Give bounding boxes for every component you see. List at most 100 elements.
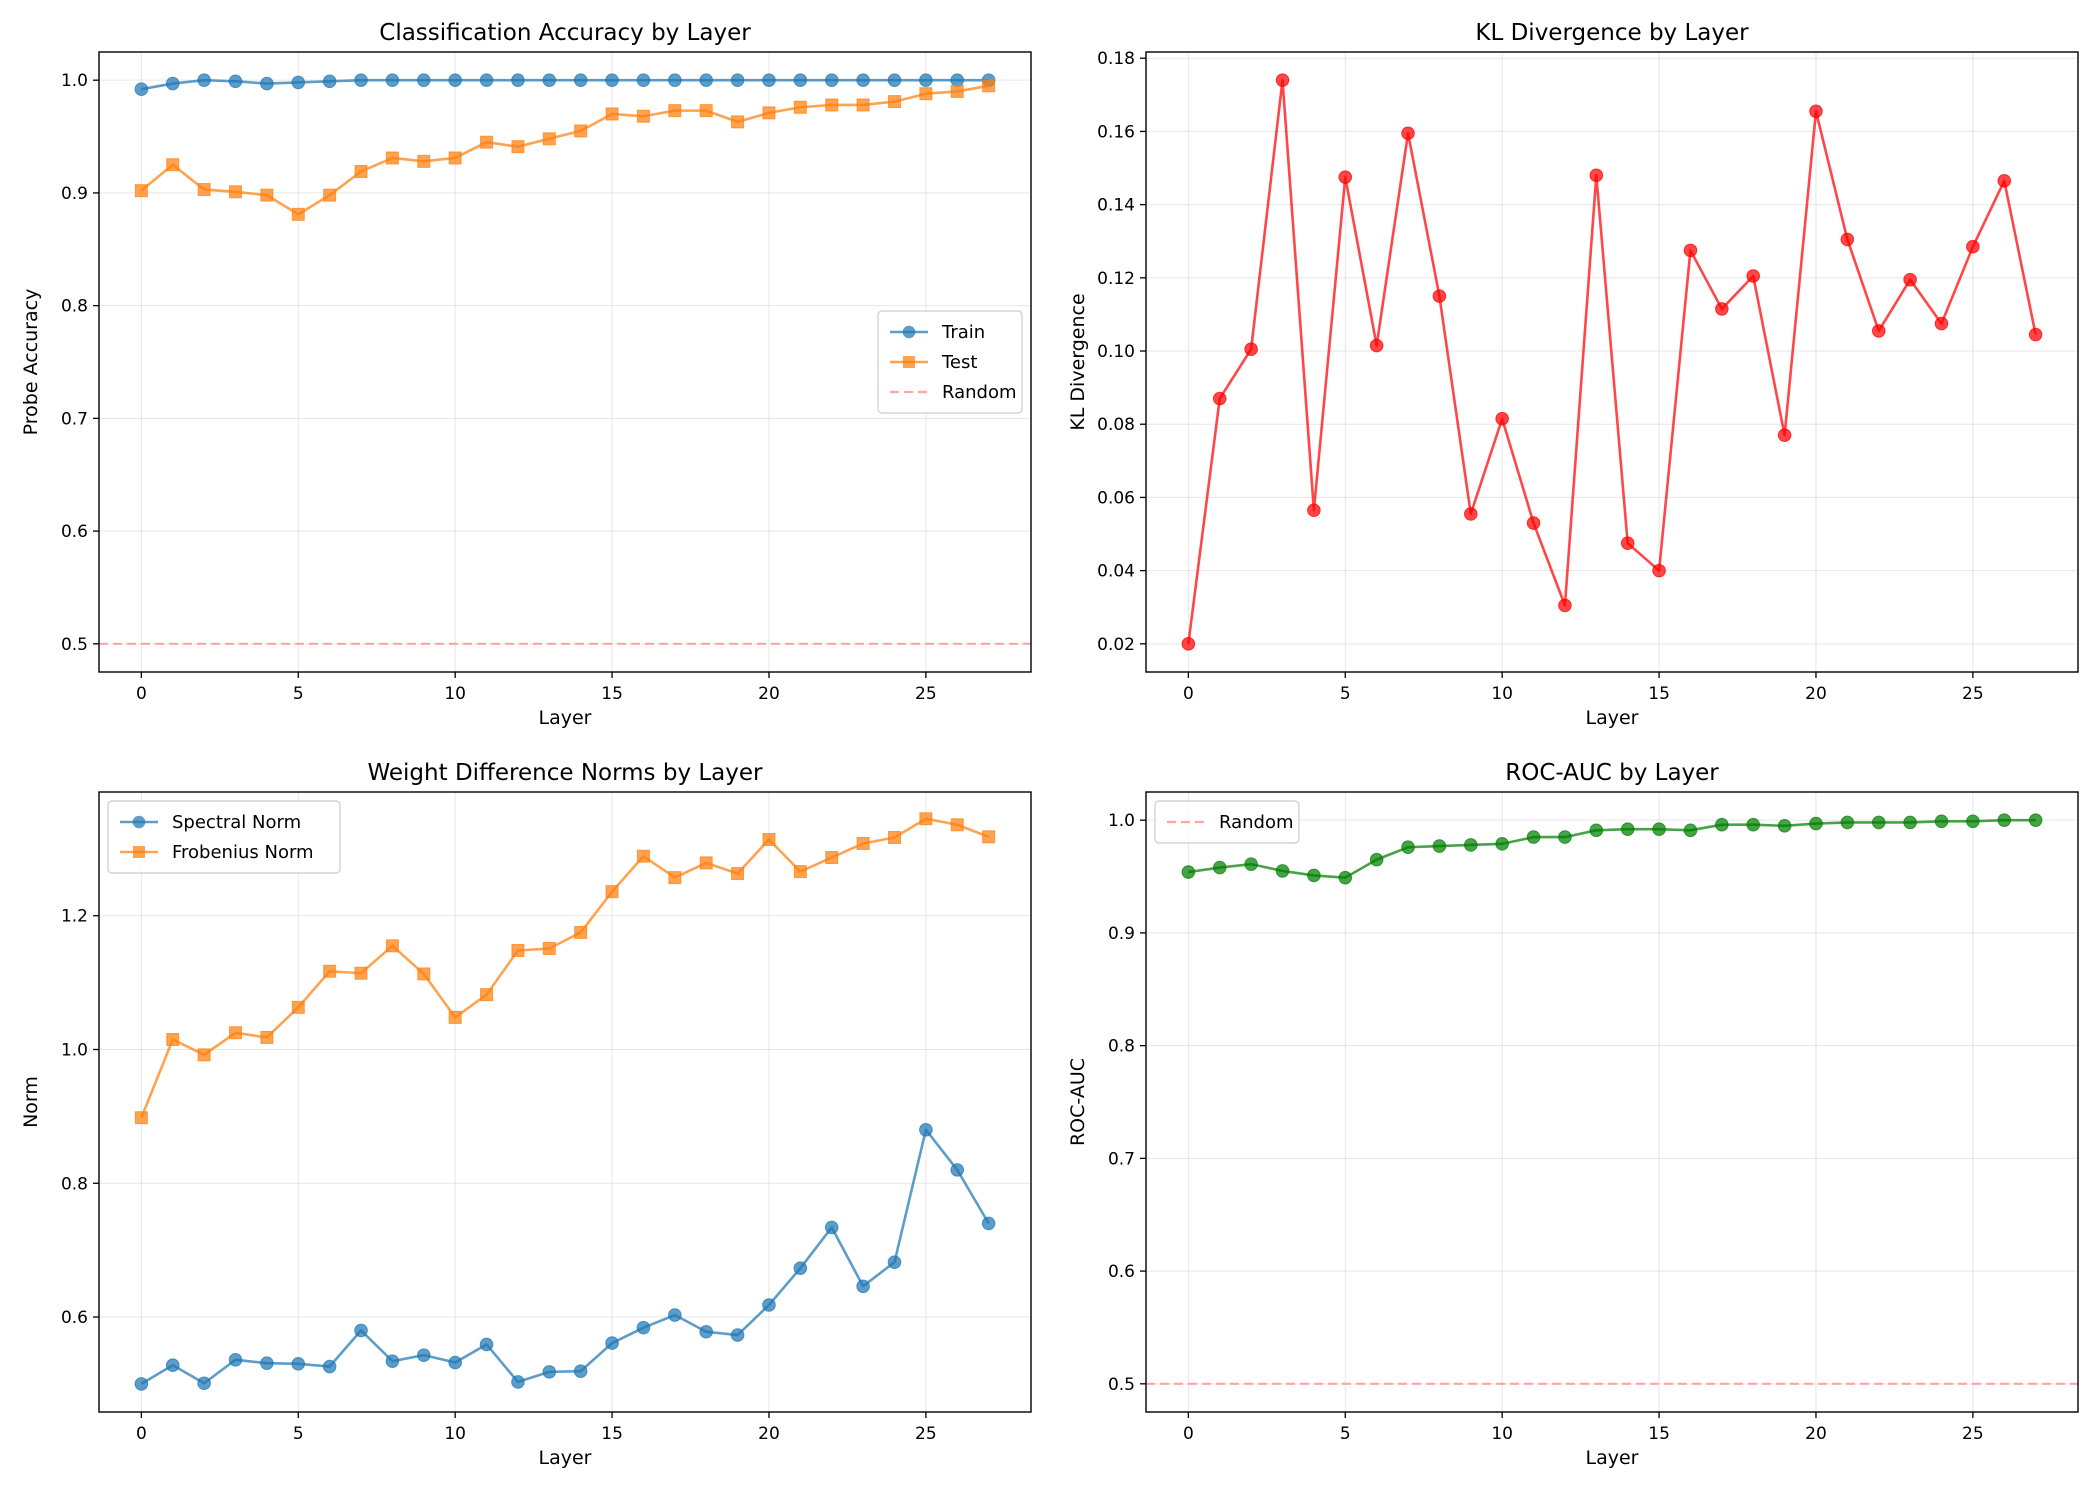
data-point xyxy=(1401,126,1415,141)
legend-label: Frobenius Norm xyxy=(172,842,314,863)
weight-norms-chart: 0 5 10 15 20 25 0.6 0.8 1.0 1.2 Weight Difference … xyxy=(20,760,1032,1469)
data-point xyxy=(322,1359,337,1374)
data-point xyxy=(134,1111,148,1125)
legend-box xyxy=(1154,800,1300,844)
data-point xyxy=(730,1328,745,1342)
data-point xyxy=(950,1163,965,1177)
data-point xyxy=(1275,864,1290,878)
y-tick-label: 1.2 xyxy=(61,907,88,927)
data-point xyxy=(1369,852,1384,867)
y-tick-label: 0.6 xyxy=(61,522,88,542)
x-tick-label: 15 xyxy=(1648,684,1670,704)
data-point xyxy=(824,1220,839,1235)
data-point xyxy=(511,140,525,154)
weight-norms-title: Weight Difference Norms by Layer xyxy=(368,760,764,786)
data-point xyxy=(323,188,337,202)
data-point xyxy=(1840,815,1855,830)
accuracy-legend: Train Test Random xyxy=(877,310,1023,414)
kl-divergence-series-kl-divergence xyxy=(1181,73,2043,651)
data-point xyxy=(197,183,211,197)
data-point xyxy=(887,95,901,109)
data-point xyxy=(1966,239,1980,254)
weight-norms-series-frobenius-norm xyxy=(134,812,996,1125)
data-point xyxy=(825,98,839,112)
data-point xyxy=(1526,830,1541,844)
data-point xyxy=(1495,837,1509,851)
data-point xyxy=(887,830,901,844)
x-tick-label: 20 xyxy=(758,684,780,704)
y-tick-label: 0.10 xyxy=(1097,342,1135,362)
y-tick-label: 0.5 xyxy=(61,635,88,655)
data-point xyxy=(1181,865,1196,879)
data-point xyxy=(322,74,337,89)
data-point xyxy=(166,158,180,172)
data-point xyxy=(134,82,149,96)
data-point xyxy=(165,1358,180,1372)
data-point xyxy=(573,1364,588,1379)
data-point xyxy=(981,1216,996,1231)
roc-auc-legend: Random xyxy=(1154,800,1300,844)
data-point xyxy=(448,151,462,165)
accuracy-series-train xyxy=(134,73,996,96)
data-point xyxy=(291,1357,306,1371)
data-point xyxy=(197,1048,211,1062)
y-tick-label: 0.9 xyxy=(61,184,88,204)
data-point xyxy=(1934,814,1949,829)
data-point xyxy=(1997,174,2012,188)
data-point xyxy=(1777,428,1792,442)
accuracy-ylabel: Probe Accuracy xyxy=(20,289,42,436)
kl-divergence-xlabel: Layer xyxy=(1586,707,1639,729)
data-point xyxy=(1746,269,1761,283)
roc-auc-title: ROC-AUC by Layer xyxy=(1505,760,1719,786)
data-point xyxy=(824,73,839,87)
data-point xyxy=(1620,536,1635,550)
y-tick-label: 0.8 xyxy=(61,297,88,317)
data-point xyxy=(1903,815,1917,830)
x-tick-label: 5 xyxy=(293,684,304,704)
data-point xyxy=(291,75,306,90)
legend-label: Random xyxy=(942,382,1017,403)
data-point xyxy=(825,851,839,865)
y-tick-label: 0.14 xyxy=(1097,196,1135,216)
data-point xyxy=(1338,870,1353,885)
data-point xyxy=(354,73,368,87)
kl-divergence-series-kl-divergence-line xyxy=(1187,78,2037,644)
data-point xyxy=(919,73,933,87)
data-point xyxy=(856,73,870,87)
y-tick-label: 1.0 xyxy=(61,71,88,91)
data-point xyxy=(1589,168,1604,183)
accuracy-series-train-line xyxy=(141,78,989,91)
weight-norms-series-spectral-norm xyxy=(134,1122,996,1391)
x-tick-label: 10 xyxy=(444,684,466,704)
data-point xyxy=(385,151,399,165)
data-point xyxy=(197,1376,211,1391)
data-point xyxy=(1809,816,1823,831)
data-point xyxy=(762,73,776,87)
data-point xyxy=(699,73,714,87)
data-point xyxy=(1244,857,1258,871)
x-tick-label: 0 xyxy=(136,684,147,704)
x-tick-label: 15 xyxy=(601,1424,623,1444)
data-point xyxy=(1809,104,1823,119)
x-tick-label: 20 xyxy=(758,1424,780,1444)
y-tick-label: 0.08 xyxy=(1097,415,1135,435)
data-point xyxy=(417,154,431,168)
data-point xyxy=(919,812,933,826)
data-point xyxy=(385,939,399,953)
legend-box xyxy=(107,800,341,874)
data-point xyxy=(1652,822,1666,837)
data-point xyxy=(730,73,745,87)
data-point xyxy=(134,184,148,198)
data-point xyxy=(1463,507,1478,521)
data-point xyxy=(1181,637,1196,651)
x-tick-label: 15 xyxy=(1648,1424,1670,1444)
legend-box xyxy=(877,310,1023,414)
data-point xyxy=(856,1279,870,1294)
data-point xyxy=(636,109,650,123)
data-point xyxy=(1746,817,1761,832)
data-point xyxy=(668,1308,682,1322)
data-point xyxy=(793,73,808,87)
data-point xyxy=(1244,342,1258,356)
kl-divergence-ylabel: KL Divergence xyxy=(1067,293,1089,430)
legend-marker xyxy=(902,325,916,339)
